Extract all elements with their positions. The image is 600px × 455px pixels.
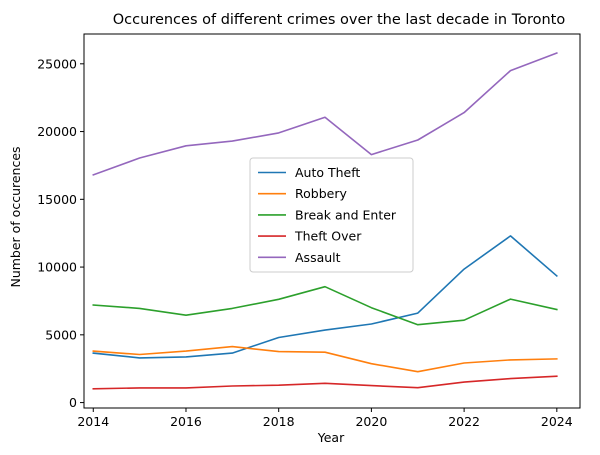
- y-tick-label: 20000: [37, 124, 77, 139]
- series-line-assault: [92, 51, 558, 176]
- x-tick-label: 2018: [263, 414, 295, 429]
- y-tick-label: 0: [69, 395, 77, 410]
- x-axis-label: Year: [317, 430, 345, 445]
- y-tick-label: 5000: [45, 327, 77, 342]
- plot-frame: [83, 33, 581, 409]
- series-line-break-and-enter: [92, 285, 558, 326]
- x-tick-label: 2024: [541, 414, 573, 429]
- x-axis: 2014 2016 2018 2020 2022 2024: [77, 408, 573, 429]
- x-tick-label: 2016: [170, 414, 202, 429]
- y-axis: 0 5000 10000 15000 20000 25000: [37, 56, 84, 410]
- legend-label-theft-over: Theft Over: [294, 229, 362, 244]
- plot-area: [92, 51, 558, 390]
- x-tick-label: 2020: [355, 414, 387, 429]
- legend-label-break-and-enter: Break and Enter: [295, 207, 397, 222]
- legend: Auto Theft Robbery Break and Enter Theft Ov…: [249, 157, 414, 273]
- y-tick-label: 25000: [37, 56, 77, 71]
- y-tick-label: 15000: [37, 192, 77, 207]
- series-line-robbery: [92, 345, 558, 373]
- y-tick-label: 10000: [37, 260, 77, 275]
- x-tick-label: 2014: [77, 414, 109, 429]
- legend-box: [249, 157, 414, 273]
- legend-label-auto-theft: Auto Theft: [295, 165, 360, 180]
- series-line-auto-theft: [92, 235, 558, 359]
- chart-title: Occurences of different crimes over the …: [113, 12, 566, 28]
- y-axis-label: Number of occurences: [8, 146, 23, 287]
- legend-label-robbery: Robbery: [295, 186, 347, 201]
- legend-label-assault: Assault: [295, 250, 341, 265]
- series-line-theft-over: [92, 375, 558, 390]
- x-tick-label: 2022: [448, 414, 480, 429]
